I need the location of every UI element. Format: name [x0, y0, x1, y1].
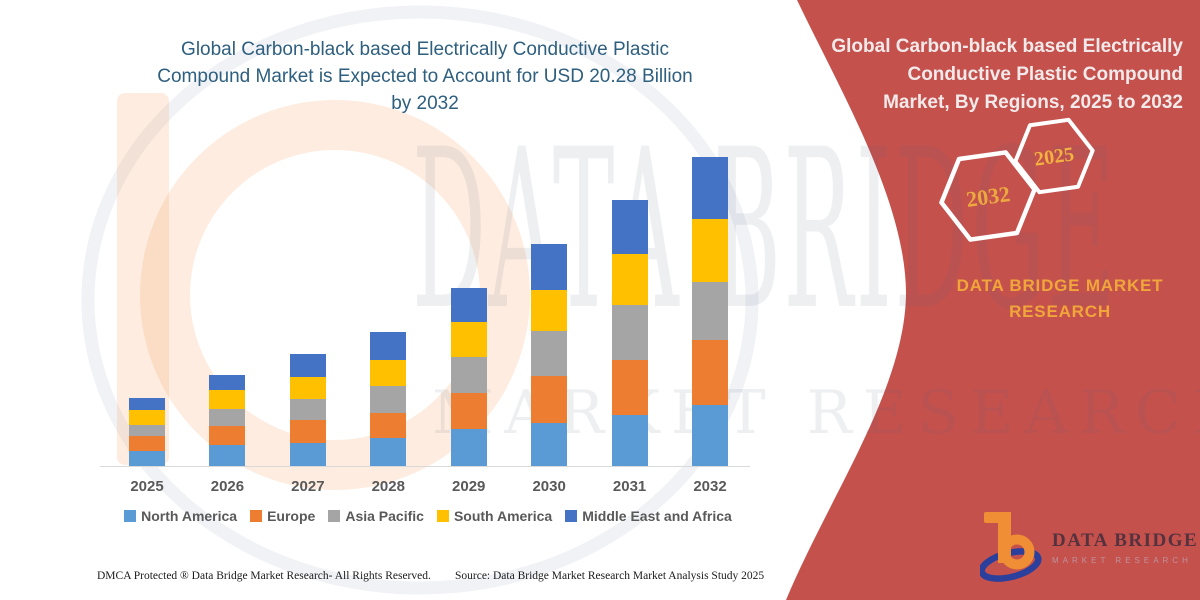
legend-item-south-america: South America [436, 508, 553, 524]
hexagon-2025: 2025 [1013, 117, 1095, 195]
bar-segment-2025-north-america [129, 450, 165, 466]
bar-segment-2027-south-america [289, 376, 326, 400]
legend-swatch [328, 510, 341, 522]
data-bridge-logo: DATA BRIDGE MARKET RESEARCH [980, 510, 1198, 584]
legend-label: Middle East and Africa [582, 508, 732, 524]
logo-name-text: DATA BRIDGE [1052, 530, 1199, 551]
bar-segment-2032-north-america [692, 405, 728, 466]
brand-text: DATA BRIDGE MARKET RESEARCH [895, 273, 1200, 325]
bar-segment-2032-middle-east-and-africa [692, 156, 728, 219]
bar-segment-2027-asia-pacific [289, 399, 326, 421]
bar-segment-2031-europe [611, 360, 648, 416]
bar-2032 [692, 156, 728, 466]
bar-2031 [611, 200, 648, 466]
legend-label: South America [453, 508, 553, 524]
bar-segment-2025-europe [129, 436, 165, 451]
bar-segment-2030-middle-east-and-africa [531, 243, 568, 291]
legend-swatch [250, 510, 263, 522]
bar-2025 [129, 397, 165, 466]
bar-segment-2030-asia-pacific [531, 330, 568, 377]
brand-text-line2: RESEARCH [1009, 302, 1111, 321]
legend-swatch [565, 510, 578, 522]
banner-title-line3: Market, By Regions, 2025 to 2032 [883, 92, 1183, 113]
legend-label: North America [141, 508, 238, 524]
chart-title-line1: Global Carbon-black based Electrically C… [181, 39, 669, 60]
bar-segment-2026-south-america [209, 390, 246, 409]
brand-text-line1: DATA BRIDGE MARKET [956, 276, 1164, 295]
legend-label: Europe [267, 508, 316, 524]
bar-segment-2031-asia-pacific [611, 305, 648, 361]
bar-2030 [531, 243, 568, 466]
chart-title: Global Carbon-black based Electrically C… [95, 36, 755, 117]
legend-swatch [436, 510, 449, 522]
chart-title-line2: Compound Market is Expected to Account f… [157, 66, 693, 87]
bar-2029 [450, 288, 487, 466]
bar-segment-2028-south-america [370, 359, 407, 386]
bar-segment-2026-middle-east-and-africa [209, 375, 246, 391]
bar-segment-2029-europe [450, 393, 487, 430]
bar-2027 [289, 354, 326, 466]
bar-segment-2031-north-america [611, 415, 648, 466]
legend-item-north-america: North America [124, 508, 237, 524]
legend-item-middle-east-and-africa: Middle East and Africa [565, 508, 732, 524]
hexagon-2025-label: 2025 [1033, 143, 1076, 170]
legend-item-europe: Europe [250, 508, 315, 524]
bar-segment-2025-south-america [129, 409, 165, 426]
bar-segment-2029-south-america [450, 321, 487, 358]
bar-segment-2027-europe [289, 420, 326, 444]
year-label-2026: 2026 [210, 478, 245, 495]
bar-segment-2029-north-america [450, 429, 487, 466]
chart-title-line3: by 2032 [391, 93, 459, 114]
bar-segment-2031-south-america [611, 254, 648, 306]
bar-segment-2028-north-america [370, 438, 407, 466]
banner-title-line1: Global Carbon-black based Electrically [831, 36, 1183, 57]
x-axis-line [100, 466, 750, 467]
bar-segment-2028-asia-pacific [370, 385, 407, 413]
bar-segment-2028-europe [370, 412, 407, 439]
legend-swatch [124, 510, 137, 522]
year-label-2028: 2028 [371, 478, 405, 495]
footer-source-text: Source: Data Bridge Market Research Mark… [455, 570, 765, 582]
legend-label: Asia Pacific [345, 508, 424, 524]
bar-2026 [209, 375, 246, 466]
year-label-2029: 2029 [452, 478, 486, 495]
bar-segment-2027-north-america [289, 443, 326, 466]
chart-legend: North America Europe Asia Pacific South Ame… [98, 508, 758, 524]
bar-segment-2030-south-america [531, 290, 568, 331]
year-label-2031: 2031 [612, 478, 647, 495]
bar-segment-2030-north-america [531, 423, 568, 466]
bar-segment-2025-asia-pacific [129, 425, 165, 436]
data-bridge-logo-mark [980, 512, 1042, 582]
bar-segment-2026-north-america [209, 445, 246, 466]
year-hexagons: 2032 2025 [939, 117, 1095, 242]
bar-segment-2029-asia-pacific [450, 357, 487, 394]
bar-segment-2026-asia-pacific [209, 408, 246, 427]
bar-segment-2027-middle-east-and-africa [289, 354, 326, 377]
bar-segment-2029-middle-east-and-africa [450, 288, 487, 322]
bar-segment-2030-europe [531, 376, 568, 424]
year-label-2030: 2030 [532, 478, 566, 495]
banner-title: Global Carbon-black based Electrically C… [823, 33, 1183, 117]
bar-segment-2026-europe [209, 426, 246, 446]
bar-segment-2032-asia-pacific [692, 281, 728, 341]
bar-segment-2031-middle-east-and-africa [611, 200, 648, 255]
footer-dmca-text: DMCA Protected ® Data Bridge Market Rese… [97, 570, 431, 582]
bar-segment-2028-middle-east-and-africa [370, 332, 407, 360]
year-label-2027: 2027 [291, 478, 325, 495]
bar-segment-2025-middle-east-and-africa [129, 397, 165, 410]
year-label-2032: 2032 [693, 478, 727, 495]
logo-sub-text: MARKET RESEARCH [1052, 556, 1192, 565]
year-label-2025: 2025 [130, 478, 164, 495]
banner-title-line2: Conductive Plastic Compound [907, 64, 1183, 85]
legend-item-asia-pacific: Asia Pacific [328, 508, 424, 524]
bar-segment-2032-south-america [692, 218, 728, 282]
bar-segment-2032-europe [692, 340, 728, 406]
hexagon-2032-label: 2032 [965, 181, 1012, 212]
bar-2028 [370, 332, 407, 466]
hexagon-2032: 2032 [939, 150, 1037, 242]
